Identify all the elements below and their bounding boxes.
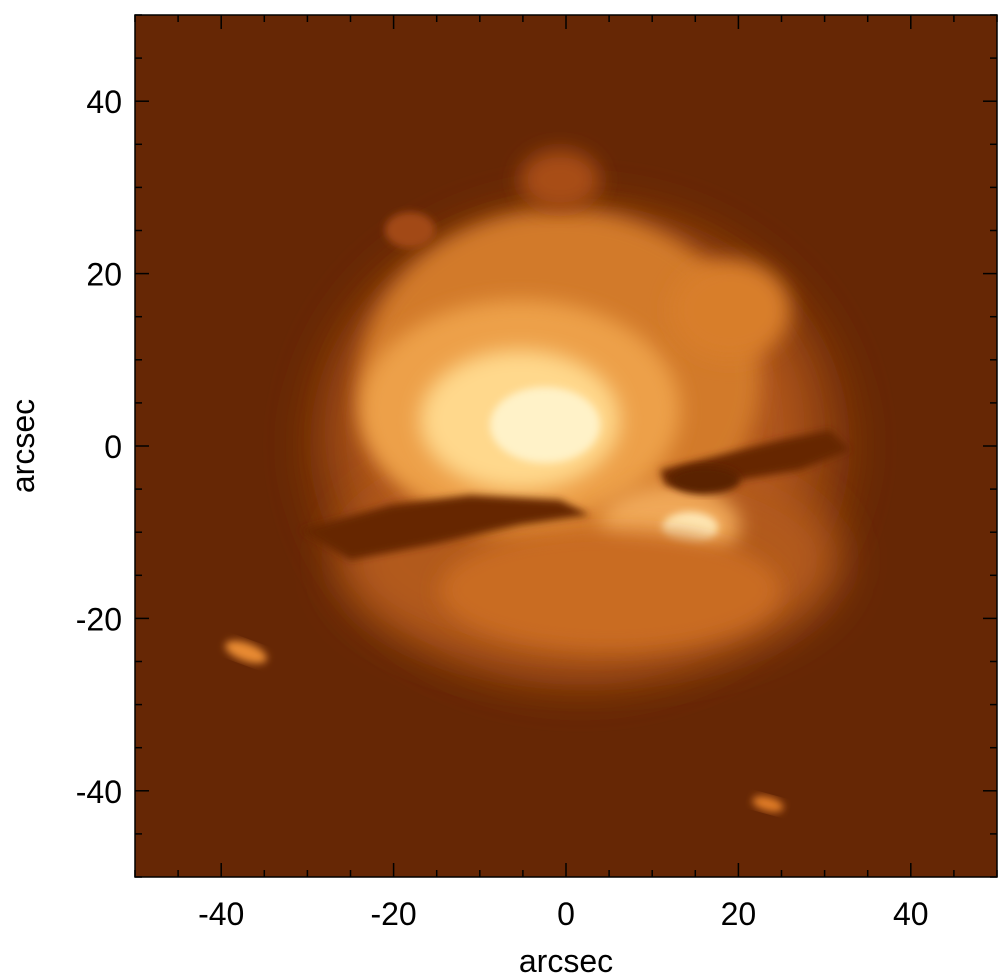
- x-tick-label: 0: [557, 896, 575, 932]
- galaxy-image: [135, 15, 997, 877]
- y-tick-label: -20: [76, 601, 122, 637]
- y-tick-label: -40: [76, 774, 122, 810]
- y-tick-label: 40: [86, 84, 122, 120]
- x-tick-label: 40: [893, 896, 929, 932]
- y-tick-label: 20: [86, 257, 122, 293]
- x-axis-tick-labels: -40 -20 0 20 40: [198, 896, 929, 932]
- y-axis-ticks: [135, 14, 997, 878]
- x-axis-ticks: [134, 15, 998, 877]
- y-axis-label: arcsec: [5, 399, 41, 493]
- y-axis-tick-labels: 40 20 0 -20 -40: [76, 84, 122, 810]
- x-tick-label: -40: [198, 896, 244, 932]
- y-tick-label: 0: [104, 429, 122, 465]
- x-tick-label: 20: [721, 896, 757, 932]
- x-tick-label: -20: [370, 896, 416, 932]
- x-axis-label: arcsec: [519, 943, 613, 979]
